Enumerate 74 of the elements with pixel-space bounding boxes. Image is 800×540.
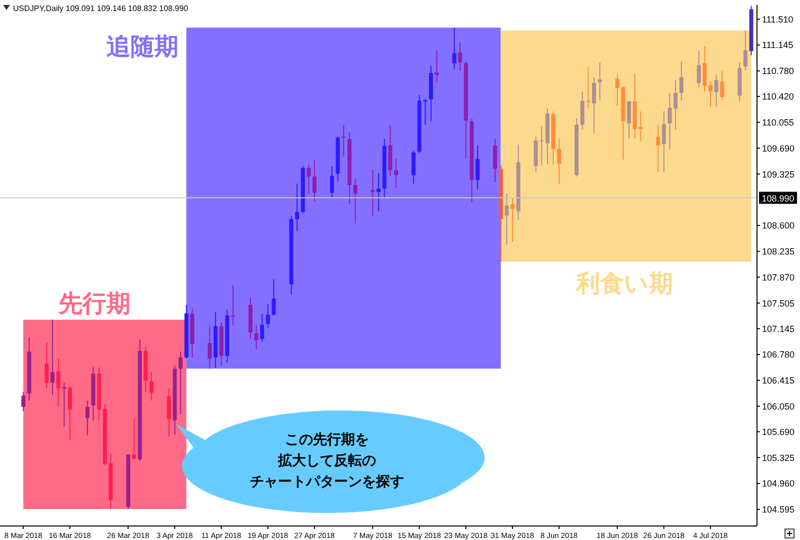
candlestick bbox=[708, 81, 713, 108]
y-tick-label: 110.420 bbox=[762, 92, 794, 102]
candlestick bbox=[166, 388, 171, 438]
candlestick bbox=[330, 166, 334, 198]
candlestick bbox=[493, 138, 498, 183]
candlestick bbox=[254, 324, 258, 350]
candlestick bbox=[626, 100, 631, 139]
y-tick-label: 110.055 bbox=[762, 118, 794, 128]
candlestick bbox=[231, 284, 236, 326]
y-tick-label: 105.325 bbox=[762, 452, 795, 463]
y-tick-label: 106.050 bbox=[762, 401, 795, 412]
candlestick bbox=[452, 27, 456, 70]
candlestick bbox=[68, 386, 72, 441]
y-tick-label: 108.235 bbox=[762, 246, 795, 257]
y-tick-label: 106.780 bbox=[762, 350, 795, 360]
candlestick bbox=[662, 110, 666, 173]
candlestick bbox=[504, 193, 509, 246]
candlestick bbox=[476, 144, 480, 190]
y-tick-label: 109.325 bbox=[762, 169, 795, 180]
candlestick bbox=[178, 351, 183, 415]
y-tick-label: 107.870 bbox=[762, 272, 795, 282]
candlestick bbox=[376, 172, 381, 212]
y-tick-label: 107.505 bbox=[762, 298, 795, 308]
band-label: 追随期 bbox=[106, 34, 178, 61]
y-tick-label: 104.595 bbox=[762, 504, 795, 515]
candlestick bbox=[702, 46, 707, 92]
candlestick bbox=[21, 392, 26, 412]
candlestick bbox=[696, 50, 701, 88]
y-tick-label: 107.145 bbox=[762, 324, 795, 334]
candlestick bbox=[266, 304, 270, 329]
candlestick bbox=[458, 42, 462, 72]
candlestick bbox=[62, 382, 66, 428]
band-label: 利食い期 bbox=[574, 270, 673, 298]
candlestick bbox=[353, 178, 358, 224]
candlestick bbox=[510, 197, 515, 242]
candlestick bbox=[342, 124, 346, 158]
candlestick bbox=[56, 358, 60, 408]
candlestick bbox=[720, 70, 724, 100]
ref-line-label: 108.990 bbox=[762, 193, 794, 204]
candlestick bbox=[44, 342, 49, 389]
candlestick bbox=[394, 158, 398, 188]
candlestick bbox=[370, 168, 375, 217]
band-label: 先行期 bbox=[57, 290, 130, 318]
candlestick bbox=[412, 150, 416, 184]
candlestick bbox=[743, 30, 748, 71]
y-tick-label: 108.600 bbox=[762, 220, 795, 231]
annotation: この先行期を拡大して反転のチャートパターンを探す bbox=[250, 431, 404, 489]
candlestick bbox=[679, 60, 684, 102]
candlestick bbox=[50, 319, 54, 396]
candlestick bbox=[668, 92, 672, 150]
candlestick bbox=[132, 418, 136, 460]
y-tick-label: 111.145 bbox=[762, 40, 794, 50]
y-tick-label: 106.415 bbox=[762, 376, 795, 386]
candlestick bbox=[598, 62, 602, 100]
candlestick bbox=[149, 372, 154, 402]
candlestick bbox=[85, 400, 90, 436]
candlestick bbox=[260, 312, 264, 342]
candlestick bbox=[557, 138, 562, 185]
candlestick bbox=[674, 80, 678, 130]
candlestick bbox=[306, 164, 311, 194]
candlestick bbox=[312, 159, 317, 202]
y-tick-label: 105.690 bbox=[762, 426, 795, 437]
y-tick-label: 110.780 bbox=[762, 66, 794, 76]
candlestick bbox=[714, 74, 718, 108]
y-tick-label: 109.690 bbox=[762, 143, 795, 154]
candlestick bbox=[656, 124, 660, 173]
candlestick bbox=[586, 66, 590, 109]
candlestick bbox=[295, 183, 300, 232]
candlestick bbox=[592, 76, 596, 134]
y-tick-label: 111.510 bbox=[762, 14, 794, 24]
chart-title: USDJPY,Daily 109.091 109.146 108.832 108.990 bbox=[13, 4, 189, 13]
candlestick bbox=[272, 278, 276, 316]
candlestick bbox=[208, 324, 212, 370]
y-tick-label: 104.960 bbox=[762, 478, 795, 489]
